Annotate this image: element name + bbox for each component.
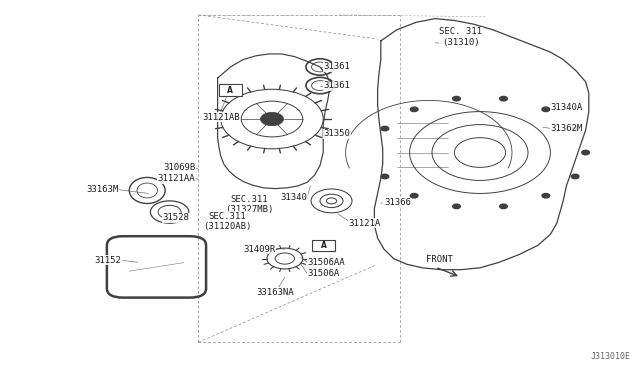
Text: 31409R: 31409R [243,245,275,254]
Text: 31506AA: 31506AA [307,258,345,267]
Text: SEC.311
(31120AB): SEC.311 (31120AB) [203,212,252,231]
Circle shape [410,193,418,198]
Circle shape [410,107,418,112]
Text: 33163NA: 33163NA [257,288,294,296]
Text: 31366: 31366 [384,198,411,207]
Text: A: A [227,86,234,94]
Circle shape [500,204,508,209]
Text: 31340: 31340 [280,193,307,202]
Circle shape [582,150,589,155]
Text: 31340A: 31340A [550,103,582,112]
Circle shape [572,174,579,179]
Text: 31121A: 31121A [349,219,381,228]
Text: 33163M: 33163M [86,185,118,194]
Text: J313010E: J313010E [590,352,630,361]
Text: SEC. 311
(31310): SEC. 311 (31310) [439,28,483,47]
Text: 31361: 31361 [323,62,350,71]
FancyBboxPatch shape [219,84,242,96]
Text: 31528: 31528 [163,213,189,222]
Circle shape [381,174,388,179]
Text: 31069B: 31069B [163,163,195,172]
Circle shape [260,112,284,126]
Text: 31121AA: 31121AA [157,174,195,183]
Text: 31121AB: 31121AB [202,113,239,122]
Text: SEC.311
(31327MB): SEC.311 (31327MB) [225,195,274,214]
Text: 31506A: 31506A [307,269,339,278]
FancyBboxPatch shape [312,240,335,251]
Text: A: A [321,241,327,250]
Circle shape [452,96,460,101]
Circle shape [542,107,550,112]
Text: 31361: 31361 [323,81,350,90]
Text: 31362M: 31362M [550,124,582,133]
Circle shape [500,96,508,101]
Circle shape [542,193,550,198]
Circle shape [452,204,460,209]
Circle shape [381,126,388,131]
Text: 31152: 31152 [95,256,122,265]
Circle shape [572,126,579,131]
Text: 31350: 31350 [323,129,350,138]
Text: FRONT: FRONT [426,255,452,264]
